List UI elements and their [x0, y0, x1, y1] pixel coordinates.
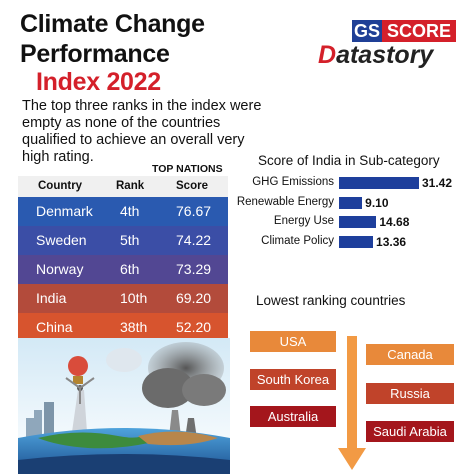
- subcategory-value: 14.68: [379, 215, 410, 229]
- subcategory-label: GHG Emissions: [252, 176, 334, 188]
- cell-score: 73.29: [176, 261, 212, 277]
- table-header: Country Rank Score: [18, 176, 228, 198]
- table-row: Norway 6th 73.29: [18, 255, 228, 284]
- lowest-ranking-title: Lowest ranking countries: [256, 293, 406, 308]
- lowest-country-russia: Russia: [366, 383, 454, 404]
- header-country: Country: [38, 180, 83, 192]
- table-row: India 10th 69.20: [18, 284, 228, 313]
- table-caption: TOP NATIONS: [152, 163, 223, 175]
- down-arrow-icon: [338, 336, 366, 470]
- table-row: Sweden 5th 74.22: [18, 226, 228, 255]
- gs-score-logo: GS SCORE: [352, 20, 456, 42]
- cell-score: 69.20: [176, 290, 212, 306]
- subcategory-bar: [339, 235, 374, 248]
- india-subcategory-title: Score of India in Sub-category: [258, 153, 440, 168]
- cell-country: Denmark: [36, 203, 93, 219]
- cell-country: China: [36, 319, 73, 335]
- gs-logo-score: SCORE: [382, 20, 456, 42]
- title-line-2: Performance: [20, 40, 170, 68]
- table-row: Denmark 4th 76.67: [18, 197, 228, 226]
- title-line-3: Index 2022: [36, 68, 161, 96]
- cell-country: Norway: [36, 261, 84, 277]
- datastory-logo-d: D: [318, 41, 337, 69]
- cell-rank: 38th: [120, 319, 148, 335]
- subcategory-value: 13.36: [376, 234, 407, 249]
- subcategory-bar: [339, 177, 419, 189]
- cell-score: 76.67: [176, 203, 212, 219]
- header-rank: Rank: [116, 180, 145, 192]
- cell-rank: 6th: [120, 261, 140, 277]
- cell-rank: 4th: [120, 203, 140, 219]
- subcategory-value: 9.10: [365, 195, 389, 210]
- title-line-1: Climate Change: [20, 10, 205, 38]
- cell-country: Sweden: [36, 232, 87, 248]
- datastory-logo-rest: atastory: [336, 41, 434, 69]
- climate-illustration: [18, 338, 230, 474]
- subcategory-label: Energy Use: [273, 215, 334, 227]
- subcategory-value: 31.42: [422, 176, 453, 190]
- lowest-country-saudi-arabia: Saudi Arabia: [366, 421, 454, 442]
- table-row: China 38th 52.20: [18, 313, 228, 342]
- subcategory-label: Climate Policy: [261, 234, 334, 247]
- subcategory-bar: [339, 196, 363, 209]
- lowest-country-australia: Australia: [250, 406, 336, 427]
- subcategory-bar: [339, 216, 377, 228]
- cell-rank: 10th: [120, 290, 148, 306]
- cell-rank: 5th: [120, 232, 140, 248]
- header-score: Score: [176, 180, 208, 192]
- intro-text: The top three ranks in the index were em…: [22, 98, 262, 165]
- cell-score: 52.20: [176, 319, 212, 335]
- lowest-country-canada: Canada: [366, 344, 454, 365]
- lowest-country-south-korea: South Korea: [250, 369, 336, 390]
- subcategory-label: Renewable Energy: [236, 195, 334, 208]
- gs-logo-gs: GS: [352, 20, 382, 42]
- cell-country: India: [36, 290, 67, 306]
- lowest-country-usa: USA: [250, 331, 336, 352]
- cell-score: 74.22: [176, 232, 212, 248]
- datastory-logo: Datastory: [318, 40, 433, 70]
